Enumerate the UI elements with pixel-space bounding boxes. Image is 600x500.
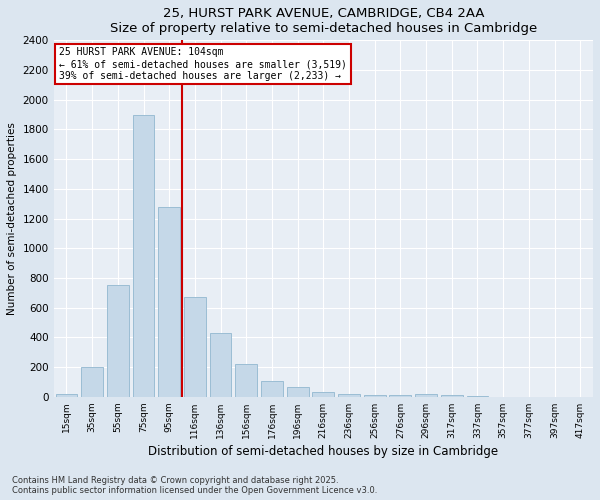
Bar [56,394,77,397]
X-axis label: Distribution of semi-detached houses by size in Cambridge: Distribution of semi-detached houses by … [148,445,499,458]
Bar [235,364,257,397]
Bar [81,367,103,397]
Bar [209,333,232,397]
Bar [158,206,180,397]
Bar [313,392,334,397]
Text: Contains HM Land Registry data © Crown copyright and database right 2025.
Contai: Contains HM Land Registry data © Crown c… [12,476,377,495]
Bar [133,114,154,397]
Bar [441,396,463,397]
Bar [389,396,412,397]
Bar [184,298,206,397]
Bar [415,394,437,397]
Bar [261,380,283,397]
Y-axis label: Number of semi-detached properties: Number of semi-detached properties [7,122,17,315]
Bar [287,387,308,397]
Bar [364,394,386,397]
Text: 25 HURST PARK AVENUE: 104sqm
← 61% of semi-detached houses are smaller (3,519)
3: 25 HURST PARK AVENUE: 104sqm ← 61% of se… [59,48,347,80]
Bar [107,286,129,397]
Bar [338,394,360,397]
Bar [467,396,488,397]
Title: 25, HURST PARK AVENUE, CAMBRIDGE, CB4 2AA
Size of property relative to semi-deta: 25, HURST PARK AVENUE, CAMBRIDGE, CB4 2A… [110,7,537,35]
